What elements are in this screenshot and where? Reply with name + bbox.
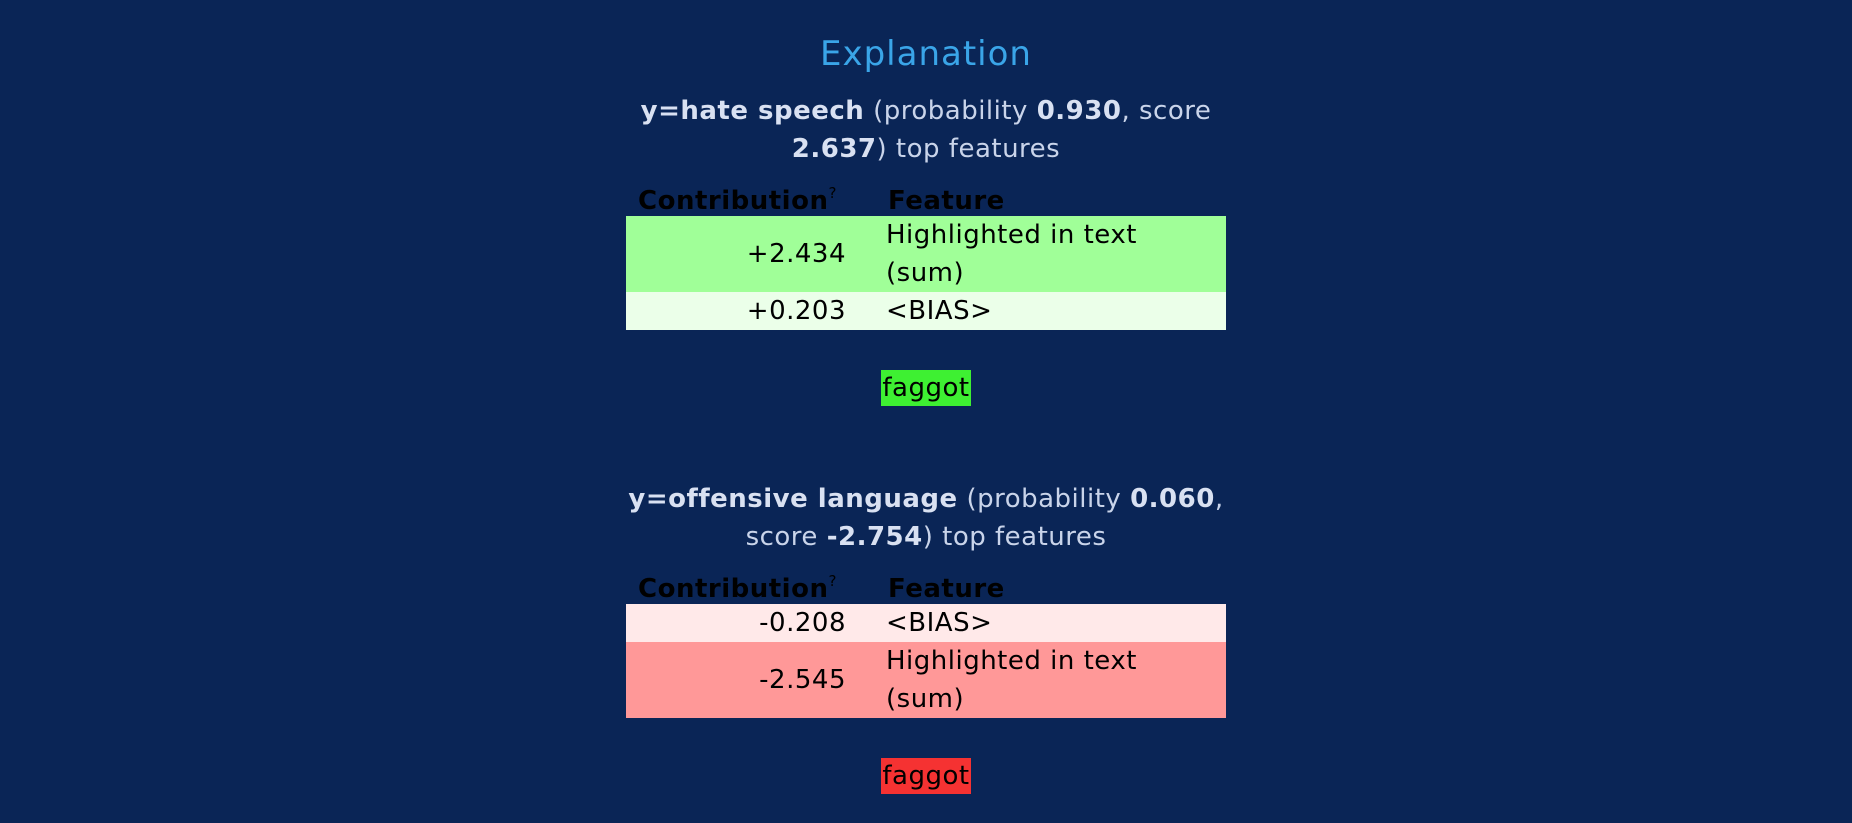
table-row: +0.203 <BIAS> [626, 292, 1226, 330]
highlighted-text: faggot [626, 758, 1226, 794]
feature-table: Contribution? Feature +2.434 Highlighted… [626, 180, 1226, 330]
table-header-row: Contribution? Feature [626, 568, 1226, 604]
target-label: y=offensive language [628, 484, 958, 514]
probability-value: 0.930 [1036, 96, 1122, 126]
contribution-header: Contribution? [626, 180, 876, 216]
feature-name: Highlighted in text (sum) [886, 220, 1137, 288]
table-row: -0.208 <BIAS> [626, 604, 1226, 642]
table-header-row: Contribution? Feature [626, 180, 1226, 216]
target-heading: y=hate speech (probability 0.930, score … [626, 92, 1226, 168]
page-title: Explanation [820, 34, 1032, 74]
heading-tail: ) top features [876, 134, 1061, 164]
heading-tail: ) top features [922, 522, 1107, 552]
target-label: y=hate speech [640, 96, 865, 126]
contribution-header-label: Contribution [638, 574, 829, 604]
highlighted-token: faggot [881, 370, 971, 406]
highlighted-text: faggot [626, 370, 1226, 406]
contribution-header-label: Contribution [638, 186, 829, 216]
contribution-header: Contribution? [626, 568, 876, 604]
score-value: 2.637 [791, 134, 877, 164]
help-tooltip[interactable]: ? [828, 572, 837, 590]
probability-prefix: (probability [873, 96, 1028, 126]
feature-table: Contribution? Feature -0.208 <BIAS> -2.5… [626, 568, 1226, 718]
contribution-value: +0.203 [746, 296, 846, 326]
feature-name: <BIAS> [886, 296, 993, 326]
score-value: -2.754 [826, 522, 923, 552]
table-row: +2.434 Highlighted in text (sum) [626, 216, 1226, 292]
score-prefix: , score [1121, 96, 1212, 126]
help-tooltip[interactable]: ? [828, 184, 837, 202]
feature-name: Highlighted in text (sum) [886, 646, 1137, 714]
explanation-section-offensive-language: y=offensive language (probability 0.060,… [626, 480, 1226, 794]
contribution-value: +2.434 [746, 239, 846, 269]
table-row: -2.545 Highlighted in text (sum) [626, 642, 1226, 718]
target-heading: y=offensive language (probability 0.060,… [626, 480, 1226, 556]
score-prefix: , score [745, 484, 1224, 552]
probability-value: 0.060 [1130, 484, 1215, 514]
feature-header: Feature [888, 574, 1005, 604]
feature-header: Feature [888, 186, 1005, 216]
probability-prefix: (probability [966, 484, 1122, 514]
contribution-value: -0.208 [759, 608, 846, 638]
contribution-value: -2.545 [759, 665, 846, 695]
explanation-section-hate-speech: y=hate speech (probability 0.930, score … [626, 92, 1226, 406]
highlighted-token: faggot [881, 758, 971, 794]
feature-name: <BIAS> [886, 608, 993, 638]
